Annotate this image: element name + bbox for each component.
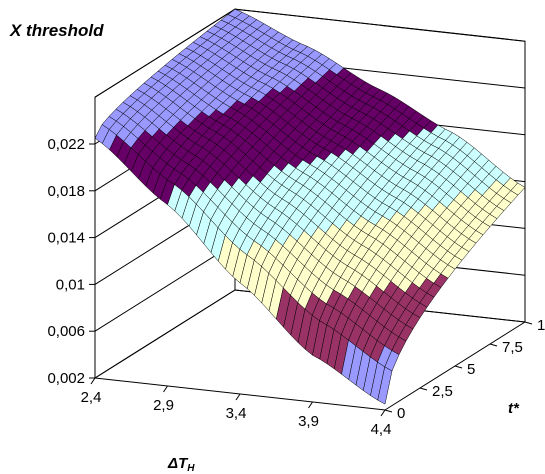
x-tick-label: 2,4 [81,389,102,406]
x-axis-label: ΔTH [167,455,195,474]
z-tick-label: 0,002 [47,370,85,387]
x-tick-mark [90,377,96,385]
x-tick-label: 3,9 [298,413,319,430]
x-tick-label: 2,9 [153,397,174,414]
x-tick-mark [163,385,168,393]
y-tick-label: 7,5 [502,339,523,356]
y-tick-label: 2,5 [432,383,453,400]
y-tick-label: 0 [397,405,405,422]
y-tick-label: 10 [537,317,545,334]
y-tick-mark [489,343,498,347]
x-tick-mark [308,401,313,409]
z-tick-label: 0,022 [47,136,85,153]
y-tick-mark [384,409,393,413]
x-tick-mark [380,409,386,417]
y-tick-label: 5 [467,361,475,378]
y-tick-mark [524,321,533,325]
z-tick-label: 0,018 [47,183,85,200]
y-axis-label: t* [508,400,520,417]
surface-cell [377,366,393,405]
y-tick-mark [454,365,463,369]
surface-mesh [94,8,526,405]
y-tick-mark [419,387,428,391]
z-gridline [94,289,526,379]
z-tick-label: 0,01 [56,276,85,293]
tick-labels: 0,002 0,006 0,01 0,014 0,018 0,022 2,4 2,9 3,4 3,… [47,136,545,438]
x-tick-mark [235,393,241,401]
x-tick-label: 4,4 [371,421,392,438]
chart-title: X threshold [9,21,104,40]
z-tick-label: 0,006 [47,323,85,340]
z-tick-label: 0,014 [47,230,85,247]
x-tick-label: 3,4 [226,405,247,422]
